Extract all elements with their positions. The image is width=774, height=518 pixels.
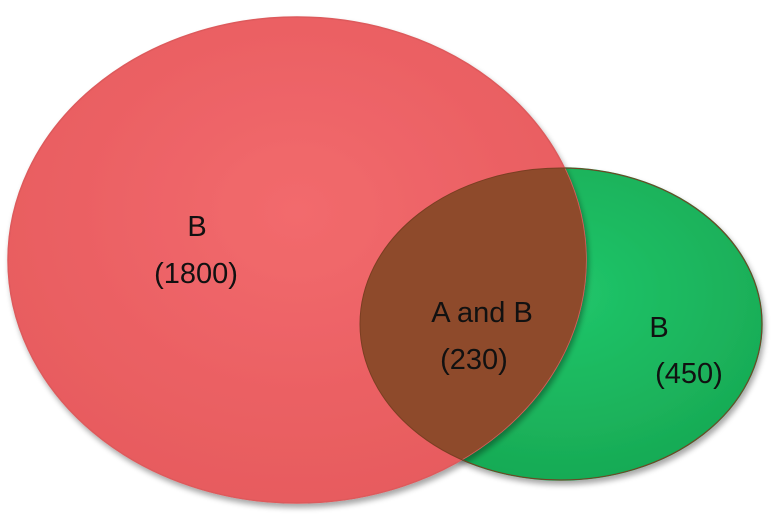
overlap-region-count: (230) — [440, 344, 508, 376]
venn-overlap-region — [360, 168, 586, 480]
venn-overlap-outline — [359, 167, 763, 481]
overlap-region-name: A and B — [431, 297, 533, 329]
right-region-name: B — [649, 312, 668, 344]
right-region-count: (450) — [655, 358, 723, 390]
left-region-count: (1800) — [154, 258, 238, 290]
left-region-name: B — [187, 211, 206, 243]
